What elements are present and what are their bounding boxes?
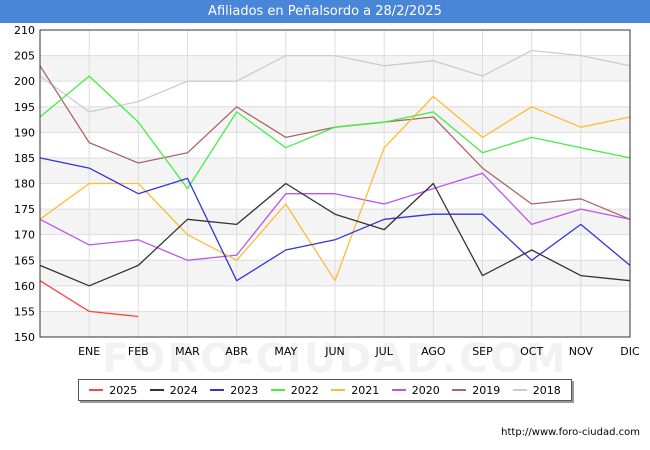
x-tick-label: ABR	[225, 345, 248, 358]
series-line-2023	[39, 157, 631, 282]
x-tick-label: SEP	[472, 345, 493, 358]
x-tick-label: DIC	[620, 345, 640, 358]
chart-title: Afiliados en Peñalsordo a 28/2/2025	[0, 0, 650, 23]
x-tick-label: JUL	[374, 345, 393, 358]
y-tick-label: 185	[14, 152, 35, 165]
legend-item-2019: 2019	[452, 384, 500, 397]
legend-swatch	[270, 389, 285, 391]
legend-swatch	[149, 389, 164, 391]
legend-label: 2020	[411, 383, 440, 397]
plot-border	[39, 29, 631, 338]
legend-swatch	[89, 389, 104, 391]
y-tick-label: 175	[14, 203, 35, 216]
x-tick-label: JUN	[324, 345, 345, 358]
series-line-2022	[39, 75, 631, 190]
legend-label: 2018	[532, 383, 561, 397]
y-tick-label: 180	[14, 178, 35, 191]
legend-item-2020: 2020	[391, 383, 440, 397]
y-tick-label: 200	[14, 75, 35, 88]
x-tick-label: MAR	[175, 345, 200, 358]
legend-item-2024: 2024	[149, 383, 198, 397]
x-tick-label: OCT	[520, 345, 543, 358]
chart-legend: 2025 2024 2023 2022 2021 2020 2019 2018	[78, 379, 572, 401]
series-line-2025	[39, 280, 139, 318]
legend-swatch	[210, 389, 225, 391]
legend-item-2023: 2023	[210, 384, 258, 397]
series-line-2024	[39, 182, 631, 287]
x-tick-label: AGO	[421, 345, 446, 358]
x-tick-label: ENE	[78, 345, 100, 358]
legend-item-2021: 2021	[331, 384, 379, 397]
y-tick-label: 210	[14, 24, 35, 37]
legend-label: 2025	[109, 383, 138, 397]
series-line-2020	[39, 172, 631, 261]
y-tick-label: 190	[14, 126, 35, 139]
x-tick-label: FEB	[128, 345, 149, 358]
legend-label: 2019	[472, 383, 501, 397]
series-line-2018	[39, 49, 631, 113]
legend-label: 2022	[290, 383, 319, 397]
y-tick-label: 165	[14, 254, 35, 267]
legend-swatch	[331, 389, 346, 391]
y-tick-label: 170	[14, 229, 35, 242]
legend-swatch	[391, 389, 406, 391]
legend-swatch	[512, 389, 527, 391]
legend-label: 2021	[351, 383, 380, 397]
watermark: FORO-CIUDAD.COM	[102, 336, 568, 382]
y-tick-label: 205	[14, 50, 35, 63]
y-tick-label: 150	[14, 331, 35, 344]
legend-item-2025: 2025	[89, 384, 137, 397]
series-line-2021	[39, 95, 631, 282]
y-tick-label: 160	[14, 280, 35, 293]
y-tick-label: 195	[14, 101, 35, 114]
legend-label: 2023	[230, 383, 259, 397]
y-tick-label: 155	[14, 305, 35, 318]
legend-label: 2024	[169, 383, 198, 397]
legend-swatch	[452, 389, 467, 391]
legend-item-2022: 2022	[270, 383, 319, 397]
legend-item-2018: 2018	[512, 383, 561, 397]
source-link[interactable]: http://www.foro-ciudad.com	[501, 427, 640, 438]
x-tick-label: MAY	[274, 345, 297, 358]
x-tick-label: NOV	[569, 345, 594, 358]
